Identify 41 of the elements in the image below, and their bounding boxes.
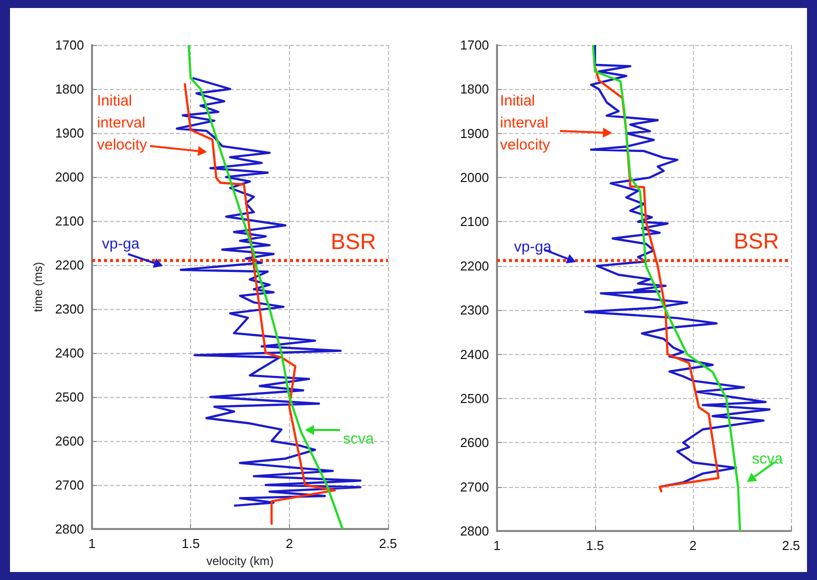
x-tick-label: 1.5 (586, 538, 604, 553)
y-tick-label: 1900 (460, 126, 489, 141)
text: vp-ga (514, 238, 552, 256)
y-tick-label: 2000 (55, 170, 84, 184)
y-tick-label: 2600 (55, 434, 84, 448)
y-tick-label: 1900 (55, 126, 84, 140)
y-tick-label: 2800 (55, 522, 84, 536)
y-tick-label: 2100 (460, 214, 489, 230)
y-tick-label: 2200 (55, 258, 84, 272)
x-axis-title: velocity (km) (206, 554, 274, 568)
x-tick-label: 2 (286, 536, 293, 551)
y-tick-label: 2400 (55, 346, 84, 360)
y-tick-label: 2300 (460, 302, 489, 318)
y-tick-label: 1700 (460, 38, 489, 52)
y-tick-label: 1800 (460, 82, 489, 97)
ref-line-label: BSR (734, 228, 779, 254)
x-tick-label: 2.5 (782, 538, 800, 553)
text: vp-ga (102, 236, 140, 252)
x-tick-label: 2.5 (378, 536, 398, 551)
y-tick-label: 2400 (460, 346, 489, 362)
y-tick-label: 1700 (55, 38, 84, 52)
x-tick-label: 1.5 (182, 536, 200, 551)
x-tick-label: 2 (689, 538, 697, 553)
y-tick-label: 2700 (460, 479, 489, 494)
y-tick-label: 2200 (460, 258, 489, 274)
y-tick-label: 2800 (460, 524, 489, 538)
y-tick-label: 1800 (55, 82, 84, 96)
y-tick-label: 2600 (460, 435, 489, 450)
y-axis-title: time (ms) (31, 262, 45, 312)
y-tick-label: 2500 (55, 390, 84, 404)
ref-line-label: BSR (330, 229, 376, 254)
y-tick-label: 2100 (55, 214, 84, 228)
x-tick-label: 1 (88, 536, 96, 551)
y-tick-label: 2000 (460, 170, 489, 186)
y-tick-label: 2500 (460, 390, 489, 406)
series-label: scva (752, 450, 784, 468)
x-tick-label: 1 (493, 538, 501, 553)
text: Initial interval velocity (97, 92, 150, 154)
y-tick-label: 2300 (55, 302, 84, 316)
y-tick-label: 2700 (55, 478, 84, 492)
legend-label: Initial interval velocity (500, 92, 553, 154)
